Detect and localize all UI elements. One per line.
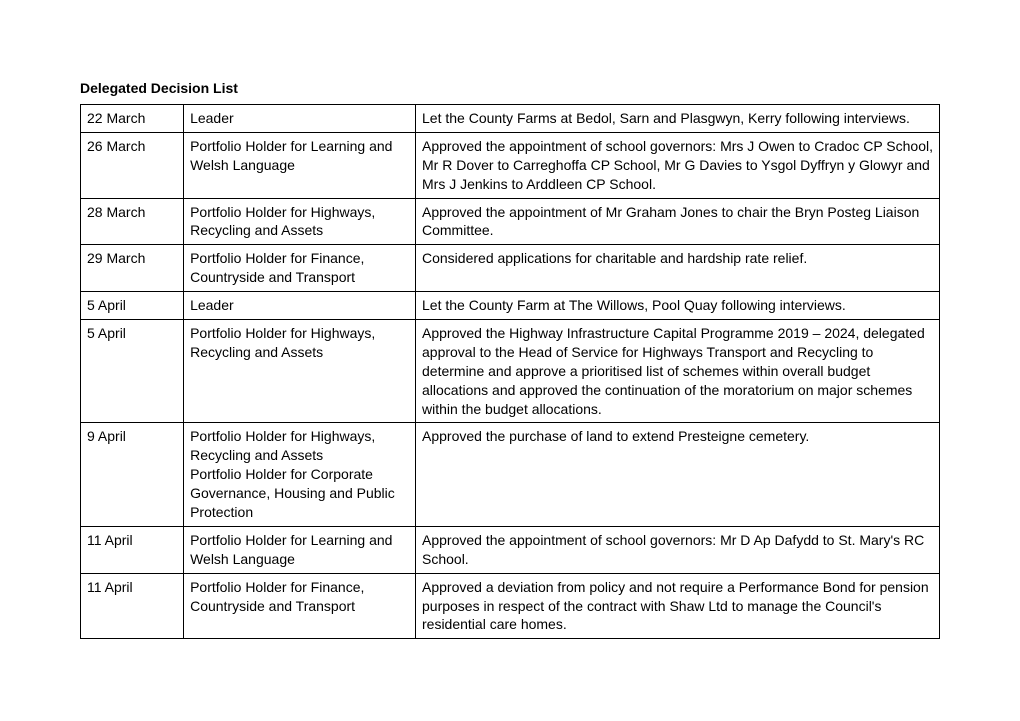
table-row: 9 AprilPortfolio Holder for Highways, Re… [81, 423, 940, 526]
date-cell: 28 March [81, 198, 184, 245]
decision-cell: Approved the appointment of Mr Graham Jo… [416, 198, 940, 245]
table-row: 28 MarchPortfolio Holder for Highways, R… [81, 198, 940, 245]
holder-cell: Leader [184, 105, 416, 133]
date-cell: 29 March [81, 245, 184, 292]
decision-cell: Approved the Highway Infrastructure Capi… [416, 320, 940, 423]
holder-cell: Portfolio Holder for Finance, Countrysid… [184, 573, 416, 639]
holder-cell: Leader [184, 292, 416, 320]
holder-cell: Portfolio Holder for Highways, Recycling… [184, 198, 416, 245]
date-cell: 11 April [81, 573, 184, 639]
date-cell: 11 April [81, 526, 184, 573]
table-row: 22 MarchLeaderLet the County Farms at Be… [81, 105, 940, 133]
date-cell: 26 March [81, 132, 184, 198]
date-cell: 9 April [81, 423, 184, 526]
decision-cell: Considered applications for charitable a… [416, 245, 940, 292]
table-row: 11 AprilPortfolio Holder for Finance, Co… [81, 573, 940, 639]
page-title: Delegated Decision List [80, 80, 940, 96]
table-row: 5 AprilPortfolio Holder for Highways, Re… [81, 320, 940, 423]
table-row: 29 MarchPortfolio Holder for Finance, Co… [81, 245, 940, 292]
decision-cell: Approved the appointment of school gover… [416, 132, 940, 198]
table-row: 11 AprilPortfolio Holder for Learning an… [81, 526, 940, 573]
holder-cell: Portfolio Holder for Learning and Welsh … [184, 132, 416, 198]
date-cell: 5 April [81, 292, 184, 320]
decision-cell: Approved a deviation from policy and not… [416, 573, 940, 639]
holder-cell: Portfolio Holder for Learning and Welsh … [184, 526, 416, 573]
table-row: 5 AprilLeaderLet the County Farm at The … [81, 292, 940, 320]
decision-cell: Let the County Farm at The Willows, Pool… [416, 292, 940, 320]
decision-cell: Approved the purchase of land to extend … [416, 423, 940, 526]
date-cell: 5 April [81, 320, 184, 423]
decisions-table: 22 MarchLeaderLet the County Farms at Be… [80, 104, 940, 639]
decision-cell: Approved the appointment of school gover… [416, 526, 940, 573]
holder-cell: Portfolio Holder for Highways, Recycling… [184, 320, 416, 423]
date-cell: 22 March [81, 105, 184, 133]
decision-cell: Let the County Farms at Bedol, Sarn and … [416, 105, 940, 133]
table-row: 26 MarchPortfolio Holder for Learning an… [81, 132, 940, 198]
holder-cell: Portfolio Holder for Highways, Recycling… [184, 423, 416, 526]
holder-cell: Portfolio Holder for Finance, Countrysid… [184, 245, 416, 292]
